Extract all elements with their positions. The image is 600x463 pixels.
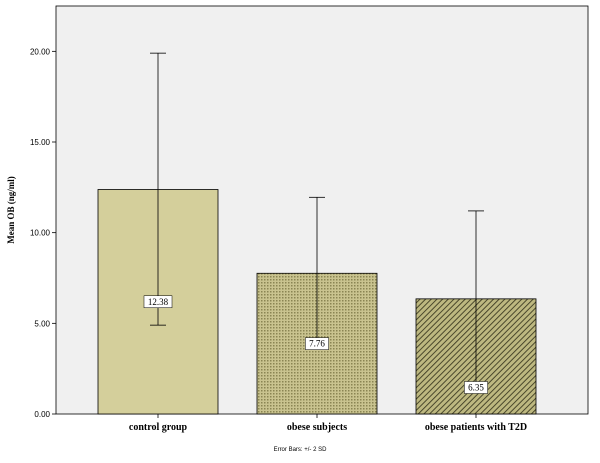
data-label: 6.35: [468, 383, 484, 393]
y-tick-label: 10.00: [30, 229, 51, 238]
y-tick-label: 5.00: [34, 319, 50, 328]
x-category-label: obese patients with T2D: [425, 422, 527, 433]
data-label-box: [305, 337, 329, 350]
data-label: 7.76: [309, 339, 325, 349]
y-tick-label: 20.00: [30, 47, 51, 56]
y-tick-label: 0.00: [34, 410, 50, 419]
y-axis-title: Mean OB (ng/ml): [6, 176, 16, 244]
y-tick-label: 15.00: [30, 138, 51, 147]
x-category-label: control group: [129, 422, 188, 433]
x-category-label: obese subjects: [287, 422, 347, 433]
error-bar-footnote: Error Bars: +/- 2 SD: [274, 447, 328, 453]
data-label-box: [143, 295, 173, 309]
data-label: 12.38: [148, 297, 169, 307]
data-label-box: [464, 381, 488, 394]
